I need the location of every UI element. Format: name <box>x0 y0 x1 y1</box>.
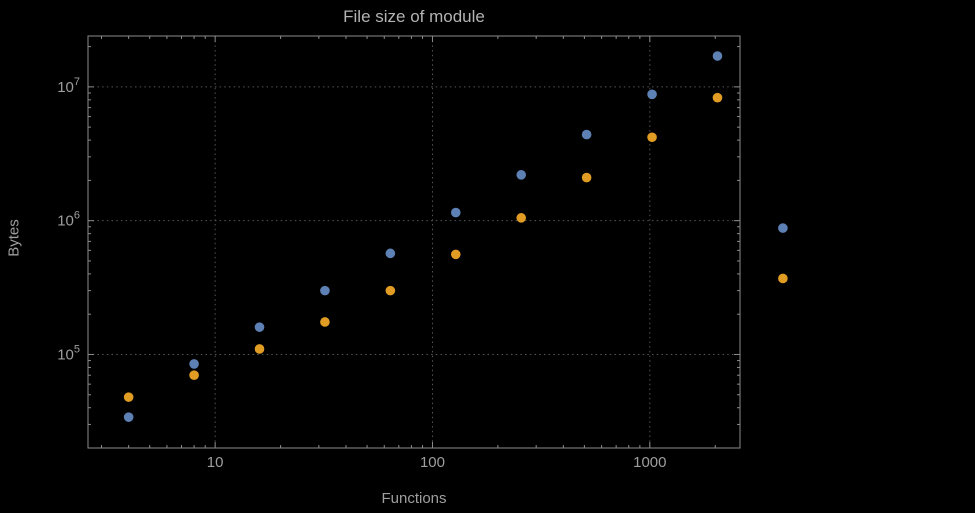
data-point-series-blue <box>189 359 199 369</box>
data-point-series-blue <box>516 170 527 180</box>
y-tick-label: 106 <box>57 210 80 230</box>
data-point-series-orange <box>712 92 723 103</box>
x-axis-label: Functions <box>381 490 447 507</box>
data-point-series-orange <box>189 370 199 381</box>
y-tick-label: 107 <box>57 76 80 96</box>
data-point-series-orange <box>647 132 657 143</box>
data-point-series-orange <box>254 344 265 354</box>
data-point-series-orange <box>516 213 527 223</box>
y-axis-label: Bytes <box>5 219 23 257</box>
data-point-series-orange <box>123 392 134 402</box>
data-point-series-blue <box>778 223 788 233</box>
data-point-series-blue <box>581 129 592 140</box>
data-point-series-blue <box>712 51 723 61</box>
data-point-series-blue <box>385 248 396 259</box>
data-point-series-blue <box>123 412 134 422</box>
y-tick-label: 105 <box>57 343 80 363</box>
data-point-series-blue <box>647 89 657 100</box>
data-point-series-blue <box>320 285 330 296</box>
data-point-series-orange <box>778 273 788 284</box>
x-tick-label: 100 <box>420 454 445 471</box>
chart-title: File size of module <box>343 7 485 26</box>
data-point-series-orange <box>385 285 396 296</box>
data-point-series-orange <box>581 172 592 183</box>
data-point-series-orange <box>320 317 330 327</box>
data-point-series-orange <box>450 249 461 260</box>
x-tick-label: 1000 <box>633 454 666 471</box>
data-point-series-blue <box>450 207 461 218</box>
data-point-series-blue <box>254 322 265 332</box>
x-tick-label: 10 <box>207 454 224 471</box>
plot-frame <box>87 35 741 449</box>
